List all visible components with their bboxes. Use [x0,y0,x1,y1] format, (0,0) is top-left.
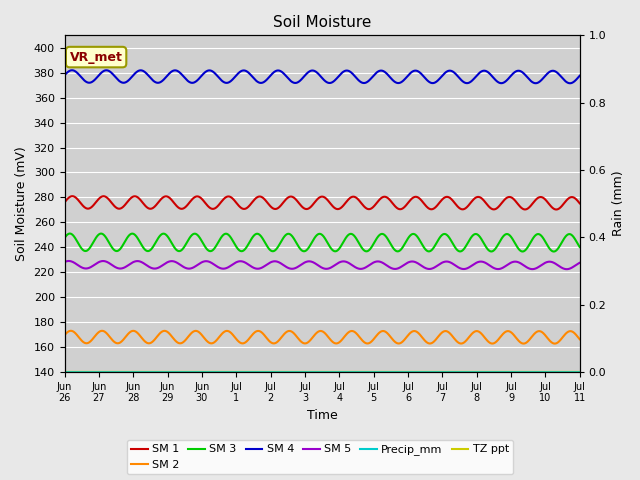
Text: VR_met: VR_met [70,50,122,63]
Y-axis label: Rain (mm): Rain (mm) [612,171,625,237]
Y-axis label: Soil Moisture (mV): Soil Moisture (mV) [15,146,28,261]
Title: Soil Moisture: Soil Moisture [273,15,371,30]
X-axis label: Time: Time [307,409,337,422]
Legend: SM 1, SM 2, SM 3, SM 4, SM 5, Precip_mm, TZ ppt: SM 1, SM 2, SM 3, SM 4, SM 5, Precip_mm,… [127,440,513,474]
